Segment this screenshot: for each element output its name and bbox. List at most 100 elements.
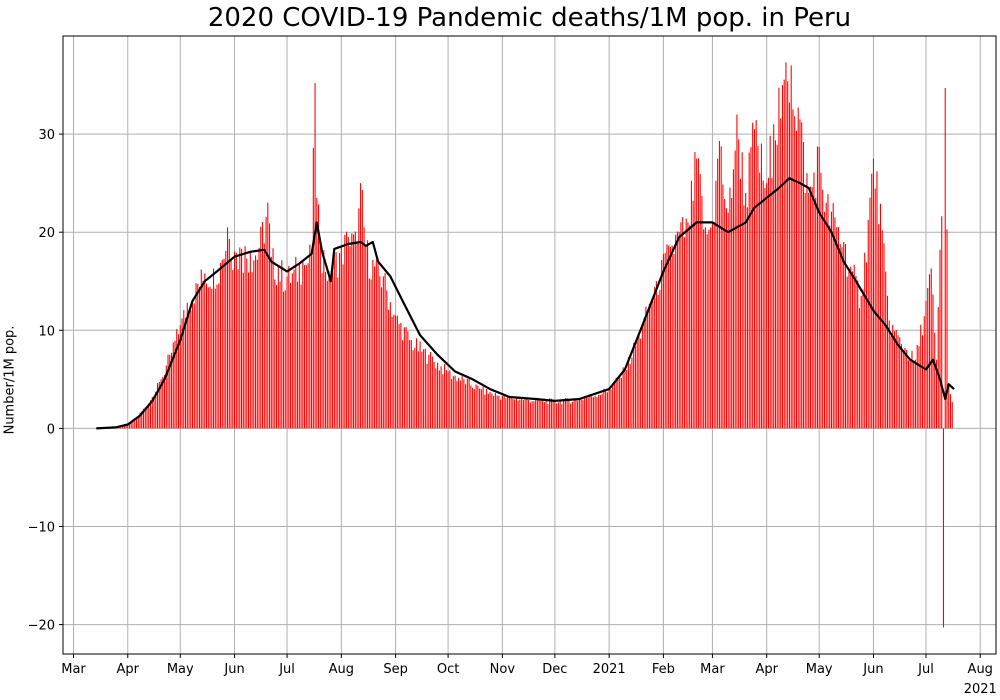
bar bbox=[267, 202, 269, 429]
bar bbox=[893, 331, 896, 429]
bar bbox=[454, 375, 456, 429]
bar bbox=[193, 303, 195, 429]
bar bbox=[559, 400, 561, 429]
bar bbox=[314, 83, 316, 429]
bar bbox=[342, 264, 344, 429]
bar bbox=[921, 335, 924, 429]
bar bbox=[542, 399, 544, 429]
bar bbox=[305, 265, 307, 429]
bar bbox=[249, 251, 251, 429]
bar bbox=[634, 346, 636, 429]
bar bbox=[780, 118, 782, 429]
bar bbox=[913, 360, 915, 429]
bar bbox=[272, 248, 274, 429]
bar bbox=[477, 385, 479, 429]
bar bbox=[839, 244, 841, 429]
bar bbox=[755, 120, 757, 429]
bar bbox=[209, 286, 211, 429]
bar bbox=[776, 144, 778, 429]
bar bbox=[494, 392, 496, 429]
bar bbox=[885, 271, 887, 429]
bar bbox=[339, 253, 341, 429]
bar bbox=[286, 276, 288, 429]
bar bbox=[333, 254, 335, 429]
bar bbox=[234, 251, 236, 429]
bar bbox=[284, 290, 286, 429]
bar bbox=[566, 398, 568, 429]
bar bbox=[351, 233, 353, 429]
bar bbox=[673, 253, 675, 429]
bar bbox=[321, 273, 323, 429]
bar bbox=[652, 300, 654, 429]
bar bbox=[242, 272, 244, 429]
bar bbox=[459, 380, 461, 429]
bar bbox=[438, 370, 440, 429]
bar bbox=[162, 377, 164, 429]
bar bbox=[137, 416, 139, 429]
bar bbox=[778, 87, 780, 429]
bar bbox=[456, 381, 458, 429]
bar bbox=[934, 332, 936, 429]
bar bbox=[557, 402, 559, 429]
bar bbox=[142, 408, 145, 429]
bar bbox=[179, 325, 181, 429]
bar bbox=[710, 227, 712, 429]
x-tick-label: Apr bbox=[117, 662, 140, 677]
bar bbox=[445, 370, 447, 429]
bar bbox=[260, 226, 262, 429]
bar bbox=[188, 312, 190, 429]
bar bbox=[626, 369, 628, 429]
bar bbox=[503, 394, 505, 429]
bar bbox=[337, 277, 339, 429]
x-axis-ticks: Mar Apr May Jun Jul Aug Sep Oct Nov Dec 2021 Feb Mar… bbox=[61, 654, 997, 697]
bar bbox=[195, 283, 197, 429]
x-tick-label: Jun bbox=[223, 662, 244, 677]
bar bbox=[867, 219, 869, 429]
bar bbox=[645, 306, 647, 429]
bar bbox=[925, 300, 927, 429]
bar bbox=[302, 261, 304, 429]
bar bbox=[928, 274, 931, 429]
bar bbox=[297, 281, 299, 429]
bar bbox=[715, 180, 717, 429]
bar bbox=[927, 287, 929, 429]
bar bbox=[818, 146, 820, 429]
bar bbox=[816, 146, 818, 429]
bar bbox=[160, 379, 162, 429]
bar bbox=[191, 301, 194, 429]
bar bbox=[163, 375, 166, 429]
bar bbox=[447, 371, 449, 429]
bar bbox=[753, 129, 755, 429]
x-tick-label: May bbox=[806, 662, 833, 677]
bar bbox=[279, 281, 281, 429]
bar bbox=[473, 389, 475, 429]
bar bbox=[851, 271, 854, 429]
bar bbox=[617, 377, 619, 429]
bar bbox=[253, 260, 255, 429]
bar bbox=[479, 388, 481, 429]
bar bbox=[654, 286, 656, 429]
bar bbox=[368, 278, 370, 429]
bar bbox=[211, 288, 213, 429]
bar bbox=[347, 237, 349, 429]
bar bbox=[941, 216, 943, 429]
bar bbox=[640, 338, 642, 429]
bar bbox=[570, 403, 572, 429]
bar bbox=[792, 109, 794, 429]
bar bbox=[678, 232, 680, 429]
bar bbox=[536, 397, 538, 429]
bar bbox=[610, 389, 612, 429]
bar bbox=[664, 253, 666, 429]
bar bbox=[858, 308, 861, 429]
bar bbox=[731, 197, 733, 429]
average-line bbox=[96, 177, 955, 430]
bar bbox=[500, 399, 502, 429]
bar bbox=[633, 342, 635, 429]
bar bbox=[809, 186, 811, 429]
x-tick-label: Aug bbox=[329, 662, 354, 677]
bar bbox=[367, 240, 369, 429]
bar bbox=[410, 340, 412, 429]
bar bbox=[892, 324, 894, 429]
bar bbox=[202, 280, 204, 429]
bar bbox=[449, 370, 451, 429]
